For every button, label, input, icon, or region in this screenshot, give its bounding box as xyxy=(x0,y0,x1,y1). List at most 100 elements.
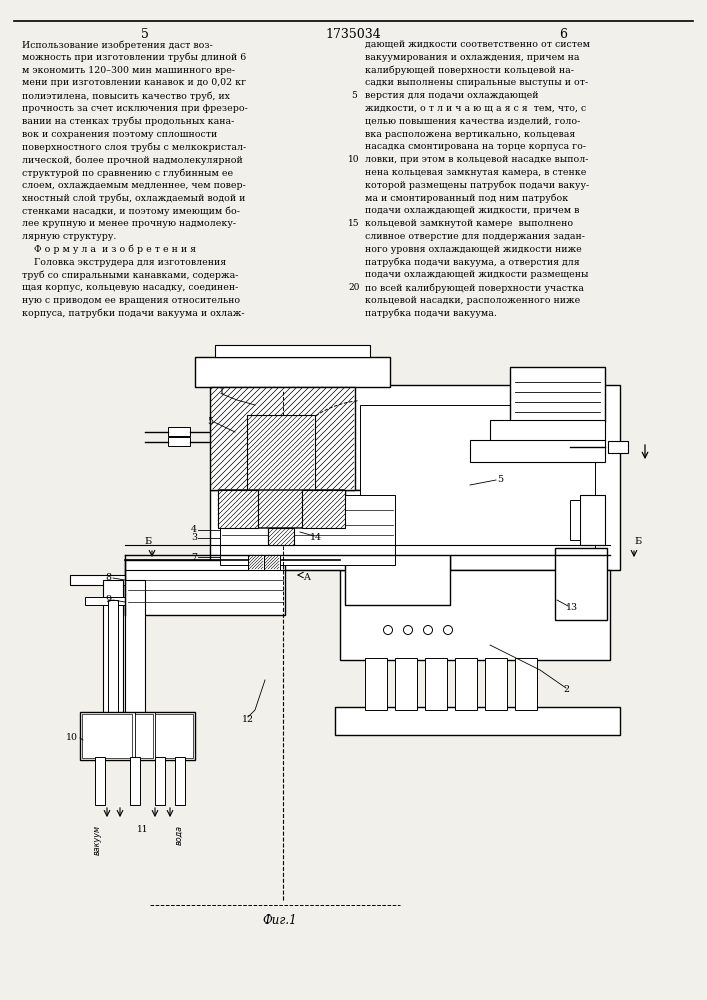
Text: 1: 1 xyxy=(219,387,225,396)
Text: 5: 5 xyxy=(207,418,213,426)
Text: жидкости, о т л и ч а ю щ а я с я  тем, что, с: жидкости, о т л и ч а ю щ а я с я тем, ч… xyxy=(365,104,586,113)
Bar xyxy=(515,658,537,710)
Text: Фиг.1: Фиг.1 xyxy=(263,914,298,927)
Text: можность при изготовлении трубы длиной 6: можность при изготовлении трубы длиной 6 xyxy=(22,53,246,62)
Bar xyxy=(345,490,450,605)
Text: хностный слой трубы, охлаждаемый водой и: хностный слой трубы, охлаждаемый водой и xyxy=(22,194,245,203)
Text: патрубка подачи вакуума, а отверстия для: патрубка подачи вакуума, а отверстия для xyxy=(365,258,580,267)
Bar xyxy=(210,490,450,570)
Bar xyxy=(103,580,123,720)
Text: 2: 2 xyxy=(563,686,569,694)
Text: 9: 9 xyxy=(105,595,111,604)
Text: кольцевой насадки, расположенного ниже: кольцевой насадки, расположенного ниже xyxy=(365,296,580,305)
Text: 7: 7 xyxy=(191,552,197,562)
Text: слоем, охлаждаемым медленнее, чем повер-: слоем, охлаждаемым медленнее, чем повер- xyxy=(22,181,246,190)
Bar xyxy=(220,495,395,565)
Text: кольцевой замкнутой камере  выполнено: кольцевой замкнутой камере выполнено xyxy=(365,219,573,228)
Bar xyxy=(168,427,190,436)
Bar xyxy=(80,712,195,760)
Bar xyxy=(130,757,140,805)
Text: вода: вода xyxy=(175,825,184,845)
Text: ного уровня охлаждающей жидкости ниже: ного уровня охлаждающей жидкости ниже xyxy=(365,245,582,254)
Text: 1735034: 1735034 xyxy=(325,28,381,41)
Text: целью повышения качества изделий, голо-: целью повышения качества изделий, голо- xyxy=(365,117,580,126)
Text: 5: 5 xyxy=(351,91,357,100)
Text: щая корпус, кольцевую насадку, соединен-: щая корпус, кольцевую насадку, соединен- xyxy=(22,283,238,292)
Text: Ф о р м у л а  и з о б р е т е н и я: Ф о р м у л а и з о б р е т е н и я xyxy=(22,245,196,254)
Bar xyxy=(125,580,145,720)
Text: дающей жидкости соответственно от систем: дающей жидкости соответственно от систем xyxy=(365,40,590,49)
Text: верстия для подачи охлаждающей: верстия для подачи охлаждающей xyxy=(365,91,539,100)
Text: 13: 13 xyxy=(566,603,578,612)
Text: садки выполнены спиральные выступы и от-: садки выполнены спиральные выступы и от- xyxy=(365,78,588,87)
Text: корпуса, патрубки подачи вакуума и охлаж-: корпуса, патрубки подачи вакуума и охлаж… xyxy=(22,309,245,318)
Text: 15: 15 xyxy=(348,219,360,228)
Bar xyxy=(264,555,280,570)
Bar xyxy=(248,555,264,570)
Text: 5: 5 xyxy=(497,476,503,485)
Text: Головка экструдера для изготовления: Головка экструдера для изготовления xyxy=(22,258,226,267)
Text: структурой по сравнению с глубинным ее: структурой по сравнению с глубинным ее xyxy=(22,168,233,178)
Bar xyxy=(340,570,610,660)
Bar xyxy=(555,548,607,620)
Bar xyxy=(125,560,285,615)
Text: 6: 6 xyxy=(559,28,567,41)
Bar xyxy=(95,757,105,805)
Bar xyxy=(195,357,390,387)
Text: 14: 14 xyxy=(310,534,322,542)
Text: сливное отверстие для поддержания задан-: сливное отверстие для поддержания задан- xyxy=(365,232,585,241)
Text: вакуум: вакуум xyxy=(93,825,102,855)
Text: Использование изобретения даст воз-: Использование изобретения даст воз- xyxy=(22,40,213,49)
Bar xyxy=(108,600,118,720)
Bar xyxy=(360,405,595,555)
Bar xyxy=(155,714,193,758)
Polygon shape xyxy=(302,490,345,528)
Bar xyxy=(365,658,387,710)
Text: подачи охлаждающей жидкости размещены: подачи охлаждающей жидкости размещены xyxy=(365,270,588,279)
Text: подачи охлаждающей жидкости, причем в: подачи охлаждающей жидкости, причем в xyxy=(365,206,579,215)
Bar xyxy=(395,658,417,710)
Bar xyxy=(70,575,125,585)
Text: лической, более прочной надмолекулярной: лической, более прочной надмолекулярной xyxy=(22,155,243,165)
Bar xyxy=(168,437,190,446)
Polygon shape xyxy=(218,490,258,528)
Text: поверхностного слоя трубы с мелкокристал-: поверхностного слоя трубы с мелкокристал… xyxy=(22,142,246,152)
Bar xyxy=(247,415,315,490)
Bar xyxy=(268,528,294,545)
Bar xyxy=(335,707,620,735)
Text: вка расположена вертикально, кольцевая: вка расположена вертикально, кольцевая xyxy=(365,130,575,139)
Text: патрубка подачи вакуума.: патрубка подачи вакуума. xyxy=(365,309,497,318)
Text: 12: 12 xyxy=(242,716,254,724)
Text: калибрующей поверхности кольцевой на-: калибрующей поверхности кольцевой на- xyxy=(365,66,574,75)
Bar xyxy=(135,714,153,758)
Bar xyxy=(215,345,370,357)
Text: труб со спиральными канавками, содержа-: труб со спиральными канавками, содержа- xyxy=(22,270,238,280)
Text: мени при изготовлении канавок и до 0,02 кг: мени при изготовлении канавок и до 0,02 … xyxy=(22,78,246,87)
Bar xyxy=(85,597,125,605)
Text: Б: Б xyxy=(144,537,151,546)
Bar xyxy=(580,495,605,545)
Text: м экономить 120–300 мин машинного вре-: м экономить 120–300 мин машинного вре- xyxy=(22,66,235,75)
Bar xyxy=(510,367,605,422)
Text: которой размещены патрубок подачи вакуу-: которой размещены патрубок подачи вакуу- xyxy=(365,181,589,190)
Text: A: A xyxy=(303,574,310,582)
Bar xyxy=(455,658,477,710)
Bar xyxy=(570,500,580,540)
Text: 10: 10 xyxy=(66,734,78,742)
Text: 10: 10 xyxy=(349,155,360,164)
Text: 3: 3 xyxy=(191,534,197,542)
Bar xyxy=(210,387,355,490)
Bar xyxy=(155,757,165,805)
Text: вании на стенках трубы продольных кана-: вании на стенках трубы продольных кана- xyxy=(22,117,234,126)
Text: насадка смонтирована на торце корпуса го-: насадка смонтирована на торце корпуса го… xyxy=(365,142,586,151)
Text: ловки, при этом в кольцевой насадке выпол-: ловки, при этом в кольцевой насадке выпо… xyxy=(365,155,588,164)
Text: лее крупную и менее прочную надмолеку-: лее крупную и менее прочную надмолеку- xyxy=(22,219,236,228)
Bar xyxy=(175,757,185,805)
Bar xyxy=(608,441,628,453)
Bar xyxy=(340,385,620,570)
Bar xyxy=(470,440,605,462)
Text: ма и смонтированный под ним патрубок: ма и смонтированный под ним патрубок xyxy=(365,194,568,203)
Text: вакуумирования и охлаждения, причем на: вакуумирования и охлаждения, причем на xyxy=(365,53,580,62)
Bar xyxy=(425,658,447,710)
Text: лярную структуру.: лярную структуру. xyxy=(22,232,117,241)
